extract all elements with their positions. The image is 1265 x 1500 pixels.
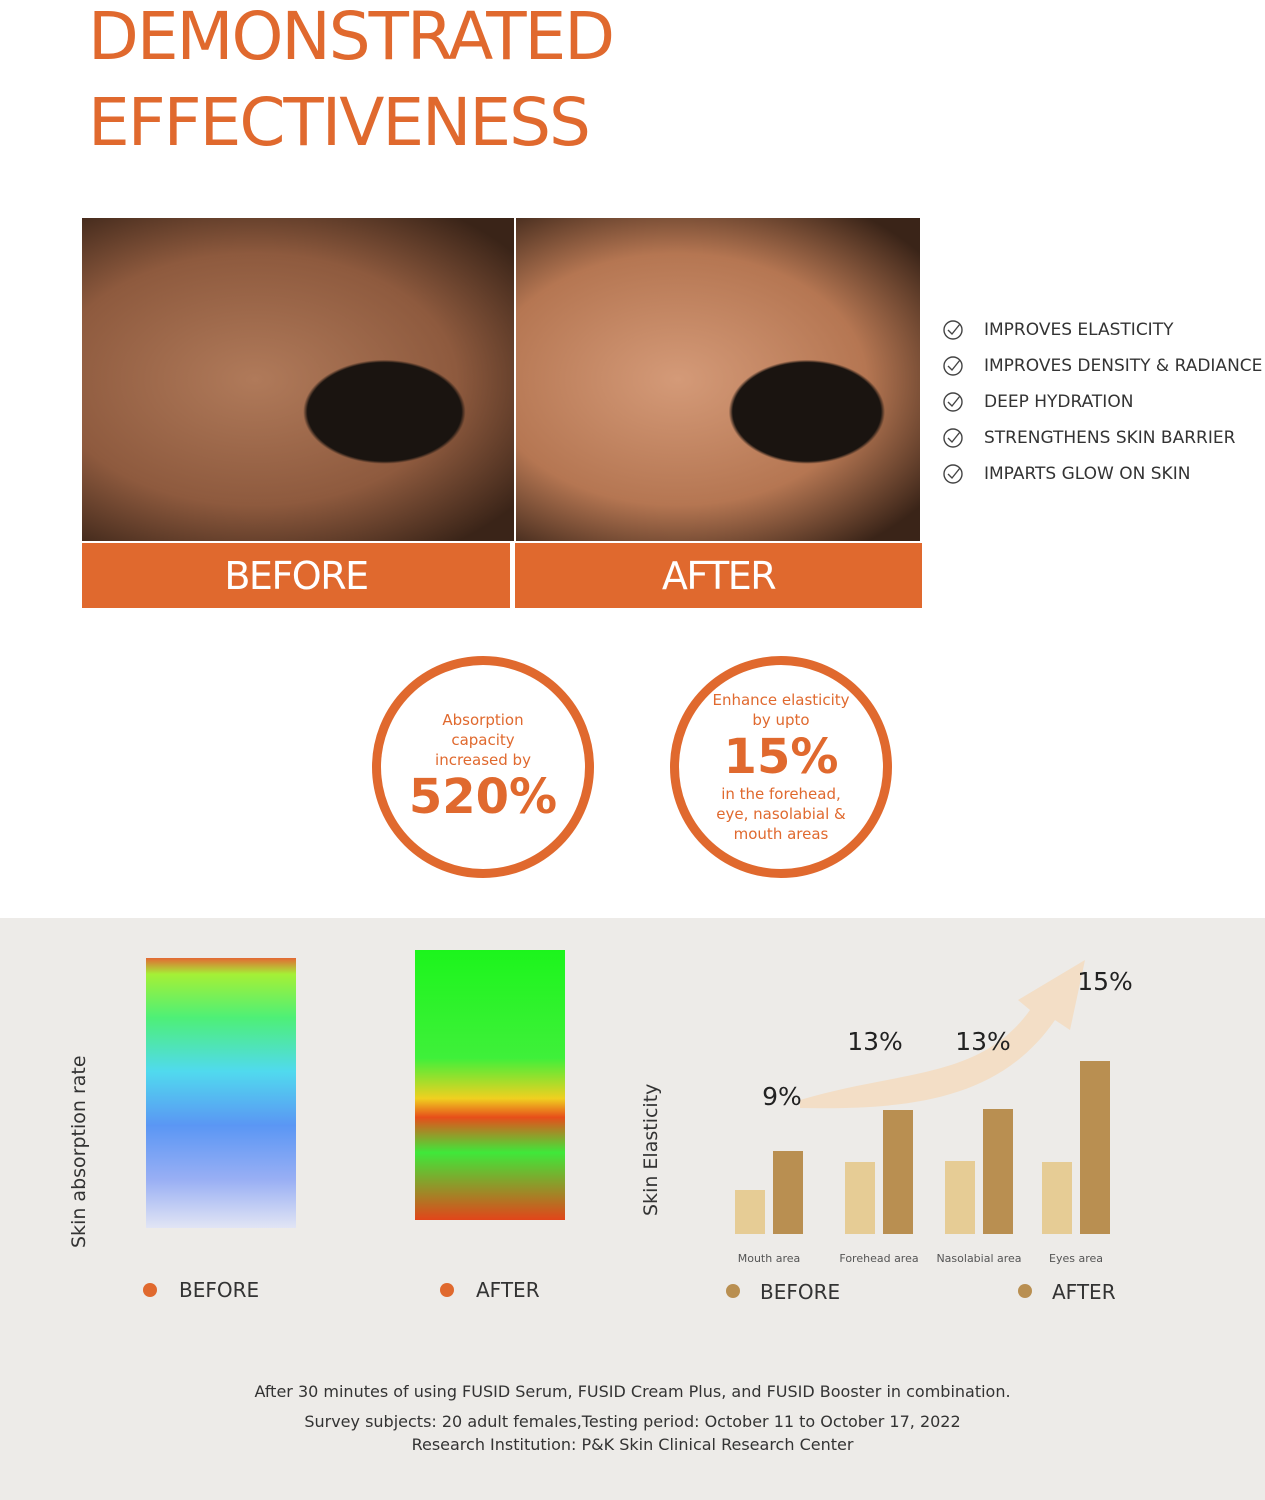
legend-dot [143,1283,157,1297]
stat-text: in the forehead, eye, nasolabial & mouth… [716,785,846,843]
percent-annotation: 9% [762,1082,802,1111]
legend-label: AFTER [1052,1280,1116,1304]
bar-after [773,1151,803,1234]
footnote: After 30 minutes of using FUSID Serum, F… [254,1382,1011,1401]
legend-dot [440,1283,454,1297]
footnote: Survey subjects: 20 adult females,Testin… [304,1412,961,1431]
title-line: EFFECTIVENESS [88,84,591,161]
bar-after [883,1110,913,1234]
benefit-label: DEEP HYDRATION [984,392,1134,412]
benefit-item: IMPARTS GLOW ON SKIN [942,456,1262,492]
category-label: Nasolabial area [936,1252,1021,1265]
stat-value: 15% [723,729,839,785]
bar-before [735,1190,765,1234]
absorption-cube-after [415,950,565,1220]
benefit-label: IMPARTS GLOW ON SKIN [984,464,1191,484]
stat-text: Enhance elasticity by upto [712,691,850,729]
before-label: BEFORE [82,543,510,608]
absorption-cube-before [146,958,296,1228]
check-circle-icon [943,464,963,484]
legend-label: BEFORE [179,1278,260,1302]
bar-before [945,1161,975,1234]
legend-label: AFTER [476,1278,540,1302]
percent-annotation: 13% [955,1027,1011,1056]
benefit-item: IMPROVES DENSITY & RADIANCE [942,348,1262,384]
stat-text: Absorption capacity increased by [435,711,531,769]
after-label: AFTER [515,543,922,608]
after-photo [516,218,920,541]
benefit-label: STRENGTHENS SKIN BARRIER [984,428,1236,448]
benefit-item: STRENGTHENS SKIN BARRIER [942,420,1262,456]
before-photo [82,218,514,541]
check-circle-icon [943,320,963,340]
category-label: Mouth area [738,1252,801,1265]
benefits-list: IMPROVES ELASTICITY IMPROVES DENSITY & RA… [942,312,1262,492]
percent-annotation: 15% [1077,967,1133,996]
stat-value: 520% [408,769,558,825]
legend-before: BEFORE [143,1278,259,1302]
stat-circle-absorption: Absorption capacity increased by 520% [372,656,594,878]
benefit-item: DEEP HYDRATION [942,384,1262,420]
legend-dot [726,1284,740,1298]
page-title: DEMONSTRATED EFFECTIVENESS [88,0,615,166]
trend-arrow [800,960,1085,1109]
title-line: DEMONSTRATED [88,0,615,75]
footnote: Research Institution: P&K Skin Clinical … [411,1435,854,1454]
benefit-label: IMPROVES DENSITY & RADIANCE [984,356,1263,376]
bar-before [1042,1162,1072,1234]
percent-annotation: 13% [847,1027,903,1056]
benefit-item: IMPROVES ELASTICITY [942,312,1262,348]
bar-before [845,1162,875,1234]
legend-dot [1018,1284,1032,1298]
bar-after [983,1109,1013,1234]
category-label: Eyes area [1049,1252,1103,1265]
bar-after [1080,1061,1110,1234]
legend-label: BEFORE [760,1280,840,1304]
elasticity-axis-label: Skin Elasticity [640,1083,662,1216]
category-label: Forehead area [839,1252,918,1265]
check-circle-icon [943,392,963,412]
check-circle-icon [943,356,963,376]
benefit-label: IMPROVES ELASTICITY [984,320,1174,340]
elasticity-bar-chart: Mouth area Forehead area Nasolabial area Ey… [726,960,1133,1304]
check-circle-icon [943,428,963,448]
stat-circle-elasticity: Enhance elasticity by upto 15% in the fo… [670,656,892,878]
legend-after: AFTER [440,1278,540,1302]
absorption-axis-label: Skin absorption rate [68,1055,90,1248]
